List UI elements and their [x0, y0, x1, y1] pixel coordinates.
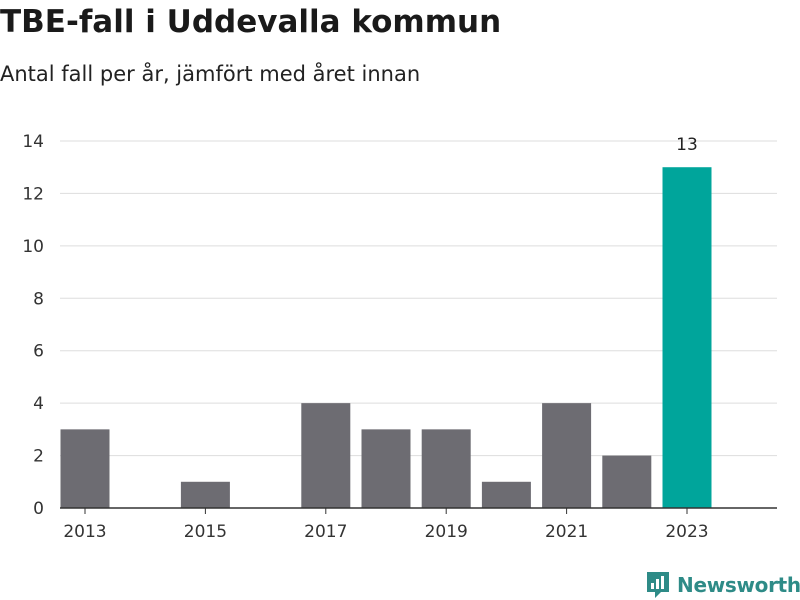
data-label-2023: 13	[676, 135, 698, 155]
bar-2021	[542, 403, 592, 508]
bar-2015	[180, 481, 230, 508]
bar-2019	[421, 429, 471, 508]
y-tick-label: 6	[33, 342, 44, 362]
x-tick-label: 2013	[63, 522, 106, 542]
brand-name: Newsworthy	[677, 573, 800, 597]
bar-chart: 0 2 4 6 8 10 12 14 2013 2015 2017 2019 2021 2023 13	[22, 132, 777, 542]
y-axis-ticks: 0 2 4 6 8 10 12 14	[22, 132, 44, 519]
y-tick-label: 14	[22, 132, 44, 152]
y-tick-label: 12	[22, 184, 44, 204]
data-labels: 13	[676, 135, 698, 155]
y-tick-label: 0	[33, 499, 44, 519]
x-tick-label: 2015	[184, 522, 227, 542]
chart-title: TBE-fall i Uddevalla kommun	[0, 4, 502, 40]
bar-2013	[60, 429, 110, 508]
bar-2020	[481, 481, 531, 508]
x-tick-label: 2023	[665, 522, 708, 542]
bar-2023	[662, 167, 712, 508]
bar-2018	[361, 429, 411, 508]
y-tick-label: 8	[33, 289, 44, 309]
y-tick-label: 10	[22, 237, 44, 257]
newsworthy-logo-icon	[647, 572, 669, 598]
gridlines	[60, 140, 777, 457]
brand-logo[interactable]: Newsworthy	[645, 570, 800, 600]
x-tick-label: 2021	[545, 522, 588, 542]
y-tick-label: 4	[33, 394, 44, 414]
y-tick-label: 2	[33, 447, 44, 467]
bar-2017	[301, 403, 351, 508]
x-tick-label: 2017	[304, 522, 347, 542]
chart-subtitle: Antal fall per år, jämfört med året inna…	[0, 62, 421, 86]
x-axis-ticks: 2013 2015 2017 2019 2021 2023	[63, 508, 709, 542]
bar-2022	[602, 455, 652, 508]
bars	[60, 167, 712, 508]
x-tick-label: 2019	[425, 522, 468, 542]
